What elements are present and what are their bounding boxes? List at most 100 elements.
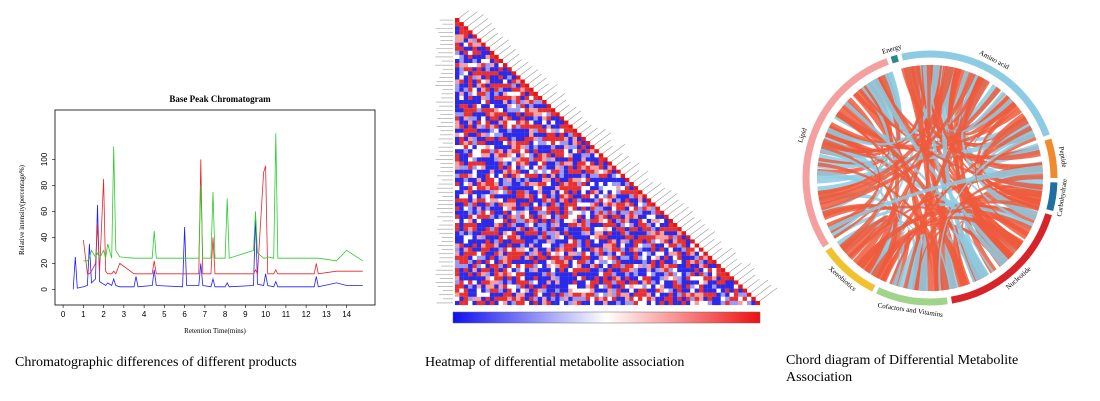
heat-cell: [572, 161, 578, 166]
heat-cell: [537, 169, 543, 174]
heat-cell: [590, 149, 595, 154]
heat-cell: [524, 288, 530, 293]
heat-cell: [498, 223, 504, 228]
heat-cell: [489, 71, 495, 76]
heat-cell: [624, 223, 630, 228]
heat-cell: [672, 272, 678, 277]
heat-cell: [603, 165, 608, 170]
heat-cell: [520, 243, 525, 248]
heat-cell: [511, 288, 517, 293]
heat-cell: [485, 259, 490, 265]
heat-cell: [611, 165, 617, 170]
heat-cell: [511, 120, 517, 125]
heat-cell: [585, 214, 591, 219]
heat-cell: [603, 198, 608, 203]
heat-cell: [468, 71, 473, 76]
heat-cell: [459, 235, 464, 240]
heat-cell: [511, 272, 517, 277]
heat-cell: [507, 284, 512, 289]
heat-cell: [746, 292, 752, 297]
heat-cell: [537, 120, 543, 125]
heat-cell: [603, 210, 608, 215]
heat-cell: [659, 296, 665, 301]
heat-cell: [585, 173, 591, 178]
heat-cell: [568, 239, 573, 244]
heat-cell: [729, 300, 734, 306]
heat-cell: [624, 194, 630, 199]
heat-cell: [542, 284, 547, 289]
heat-cell: [472, 34, 477, 39]
x-tick-label: 8: [223, 310, 228, 319]
col-label: [576, 120, 588, 129]
heat-cell: [585, 239, 591, 244]
heat-cell: [598, 198, 604, 203]
heat-cell: [642, 255, 647, 260]
heat-cell: [603, 182, 608, 187]
heat-cell: [646, 264, 652, 269]
heat-cell: [502, 280, 508, 285]
heat-cell: [485, 173, 490, 178]
heat-cell: [559, 272, 565, 277]
heat-cell: [485, 276, 490, 281]
heat-cell: [585, 149, 591, 154]
heat-cell: [516, 251, 521, 256]
heat-cell: [533, 255, 538, 260]
heat-cell: [611, 292, 617, 297]
heat-cell: [455, 235, 460, 240]
heat-cell: [559, 214, 565, 219]
heat-cell: [472, 100, 477, 105]
heat-cell: [568, 255, 573, 260]
heat-cell: [468, 54, 473, 60]
heat-cell: [559, 190, 565, 195]
heat-cell: [598, 210, 604, 215]
heat-cell: [463, 42, 469, 47]
heat-cell: [507, 210, 512, 215]
heat-cell: [494, 83, 499, 88]
heat-cell: [472, 272, 477, 277]
heat-cell: [481, 218, 486, 224]
heat-cell: [463, 169, 469, 174]
heat-cell: [511, 124, 517, 129]
heat-cell: [542, 296, 547, 301]
col-label: [572, 116, 583, 125]
heat-cell: [577, 161, 582, 166]
heat-cell: [455, 231, 460, 236]
heat-cell: [646, 214, 652, 219]
heat-cell: [455, 251, 460, 256]
col-label: [685, 219, 701, 232]
heat-cell: [481, 202, 486, 207]
heat-cell: [594, 149, 599, 154]
heat-cell: [690, 300, 695, 306]
heat-cell: [516, 120, 521, 125]
heat-cell: [590, 227, 595, 232]
heat-cell: [633, 186, 639, 191]
heat-cell: [481, 210, 486, 215]
heat-cell: [694, 284, 700, 289]
heat-cell: [494, 272, 499, 277]
heat-cell: [520, 161, 525, 166]
heat-cell: [633, 202, 639, 207]
heat-cell: [542, 231, 547, 236]
heat-cell: [672, 223, 678, 228]
heat-cell: [668, 264, 673, 269]
heat-cell: [703, 272, 708, 277]
series-line: [83, 133, 364, 262]
heat-cell: [633, 292, 639, 297]
heat-cell: [629, 186, 634, 191]
heat-cell: [550, 231, 556, 236]
heat-cell: [455, 272, 460, 277]
heat-cell: [502, 223, 508, 228]
heat-cell: [607, 182, 612, 187]
heat-cell: [524, 190, 530, 195]
heat-cell: [577, 182, 582, 187]
heat-cell: [594, 157, 599, 162]
heat-cell: [494, 120, 499, 125]
heat-cell: [489, 100, 495, 105]
heat-cell: [498, 292, 504, 297]
heat-cell: [533, 202, 538, 207]
heat-cell: [603, 280, 608, 285]
heat-cell: [511, 157, 517, 162]
heat-cell: [559, 161, 565, 166]
heat-cell: [494, 104, 499, 109]
heat-cell: [511, 87, 517, 92]
